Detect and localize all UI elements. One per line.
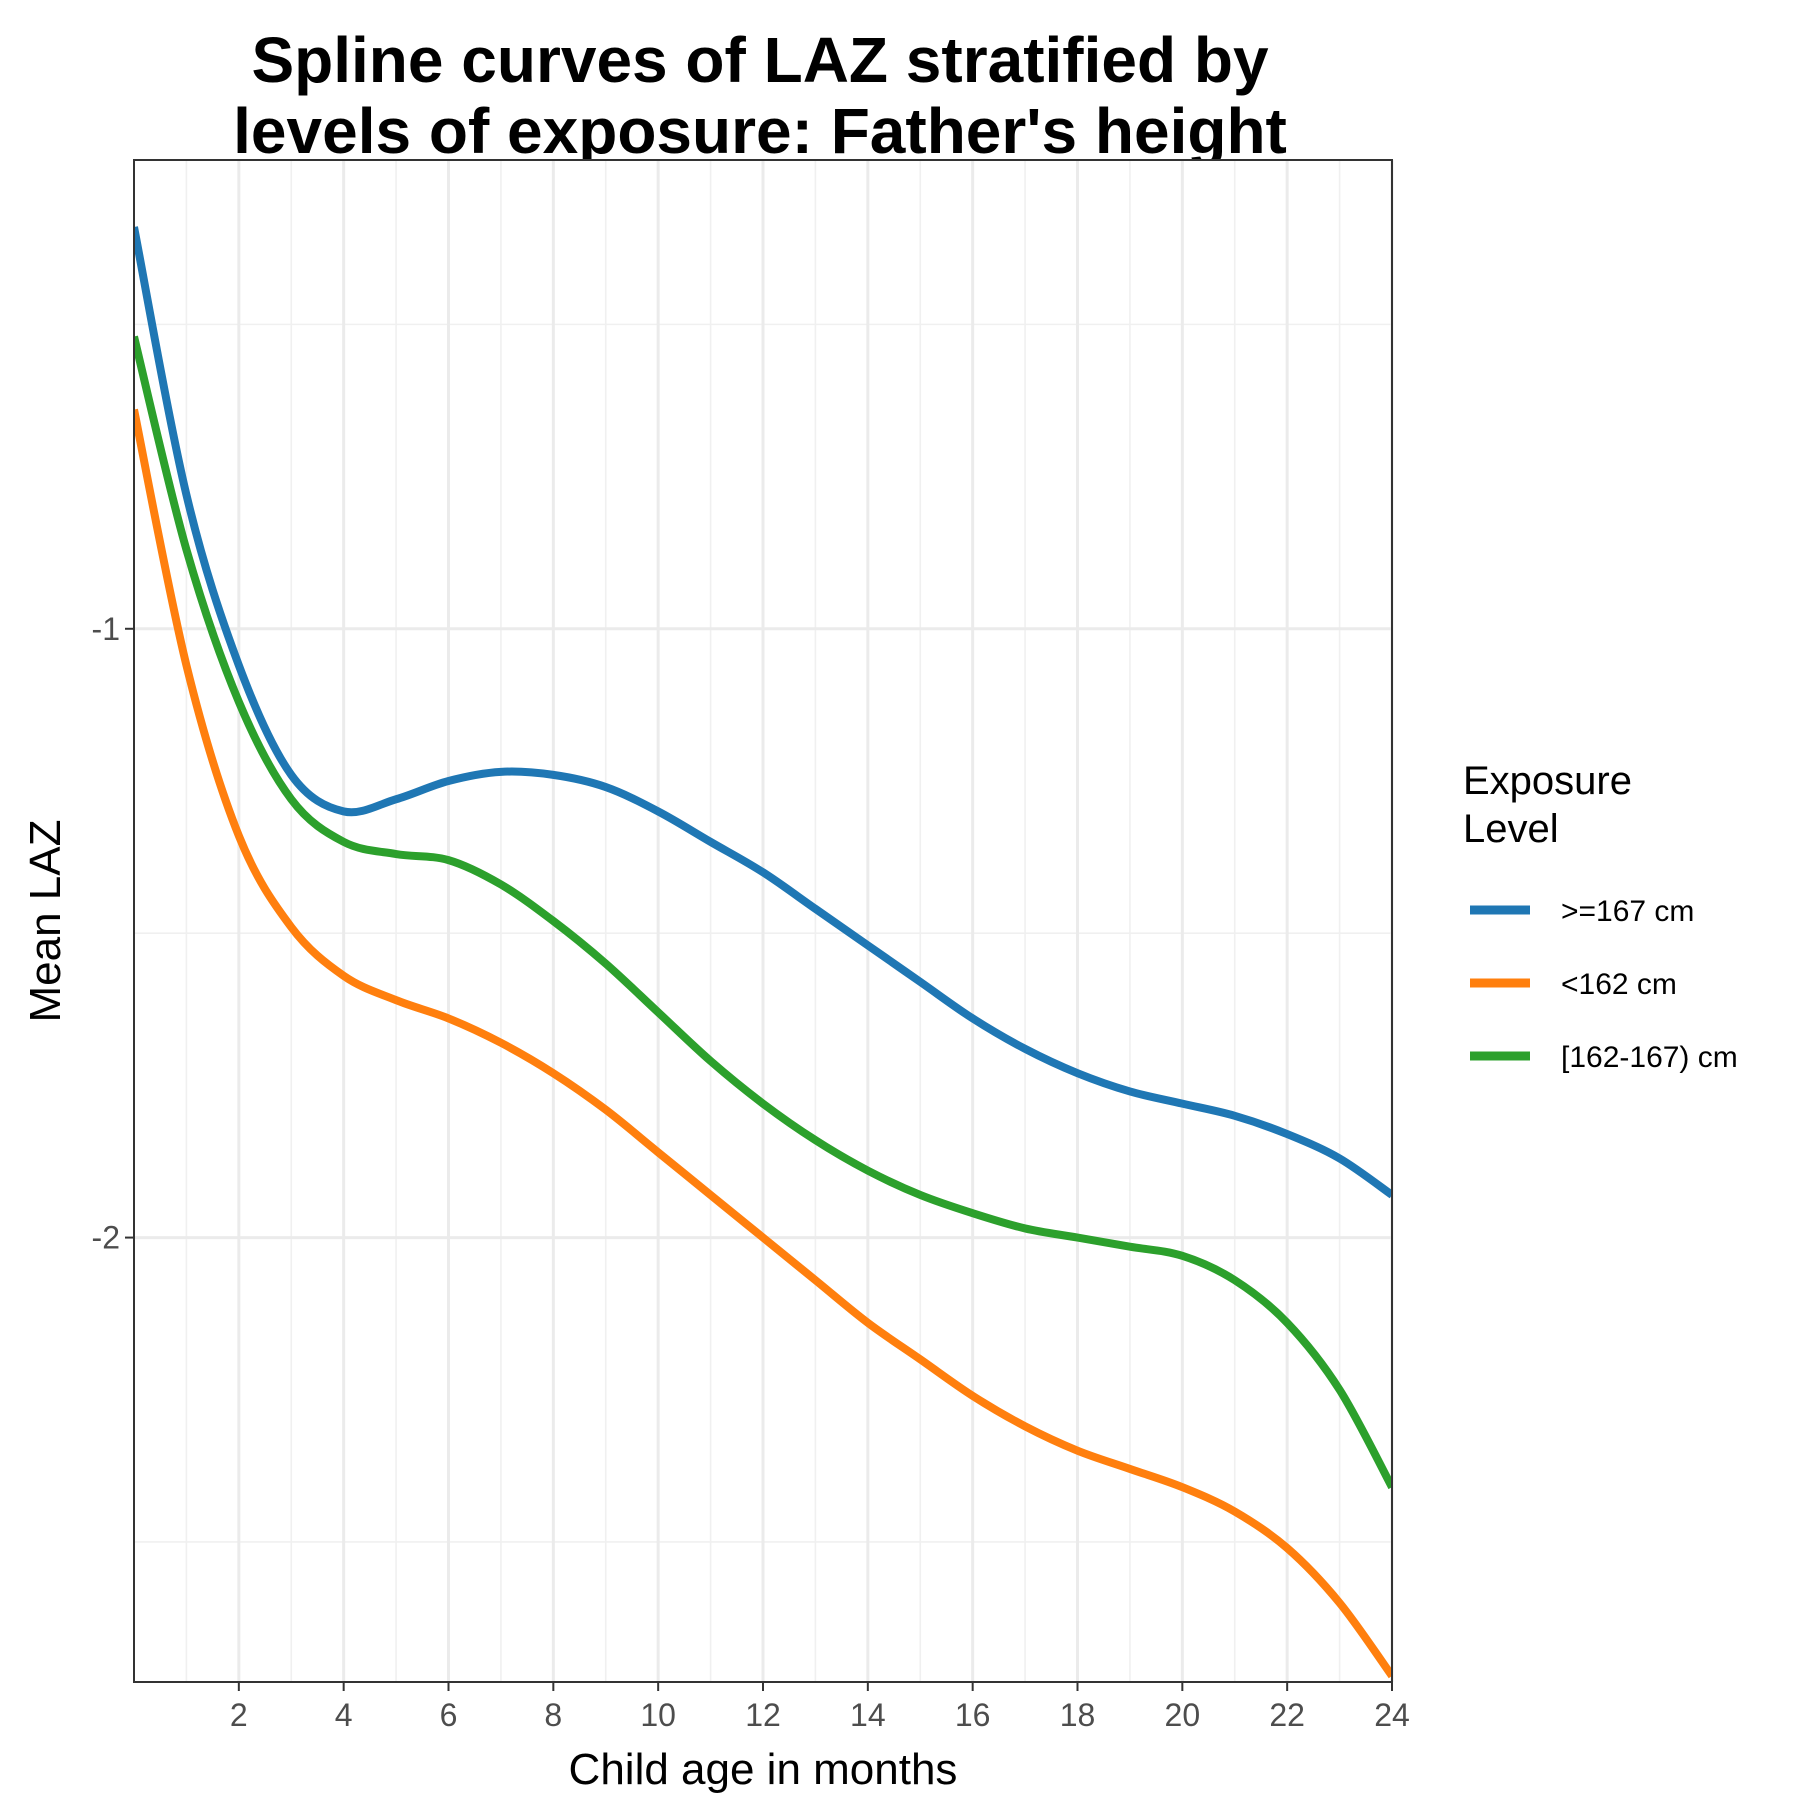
legend: Exposure Level >=167 cm <162 cm [162-167) … [1463,759,1738,1074]
x-tick-label: 10 [640,1697,676,1733]
x-tick-label: 2 [230,1697,248,1733]
y-tick-label: -2 [92,1220,120,1256]
series-line-1 [134,408,1392,1679]
x-tick-label: 12 [745,1697,781,1733]
legend-label: [162-167) cm [1561,1041,1738,1074]
legend-items: >=167 cm <162 cm [162-167) cm [1470,895,1738,1074]
legend-label: >=167 cm [1561,895,1694,928]
legend-title-line2: Level [1463,807,1559,851]
x-tick-label: 6 [440,1697,458,1733]
x-axis: 2 4 6 8 10 12 14 16 18 20 22 24 [230,1682,1410,1733]
x-tick-label: 24 [1374,1697,1410,1733]
x-tick-label: 16 [955,1697,991,1733]
y-axis: -1 -2 [92,611,134,1256]
x-tick-label: 18 [1060,1697,1096,1733]
y-tick-label: -1 [92,611,120,647]
x-tick-label: 14 [850,1697,886,1733]
chart-title-line2: levels of exposure: Father's height [233,95,1287,167]
legend-title-line1: Exposure [1463,759,1632,803]
x-axis-label: Child age in months [569,1745,958,1794]
series-lines [134,226,1392,1679]
y-axis-label: Mean LAZ [21,820,70,1023]
x-tick-label: 8 [544,1697,562,1733]
x-tick-label: 22 [1269,1697,1305,1733]
legend-label: <162 cm [1561,968,1677,1001]
x-tick-label: 20 [1165,1697,1201,1733]
x-tick-label: 4 [335,1697,353,1733]
series-line-0 [134,226,1392,1199]
chart-title-line1: Spline curves of LAZ stratified by [251,24,1269,96]
series-line-2 [134,335,1392,1490]
